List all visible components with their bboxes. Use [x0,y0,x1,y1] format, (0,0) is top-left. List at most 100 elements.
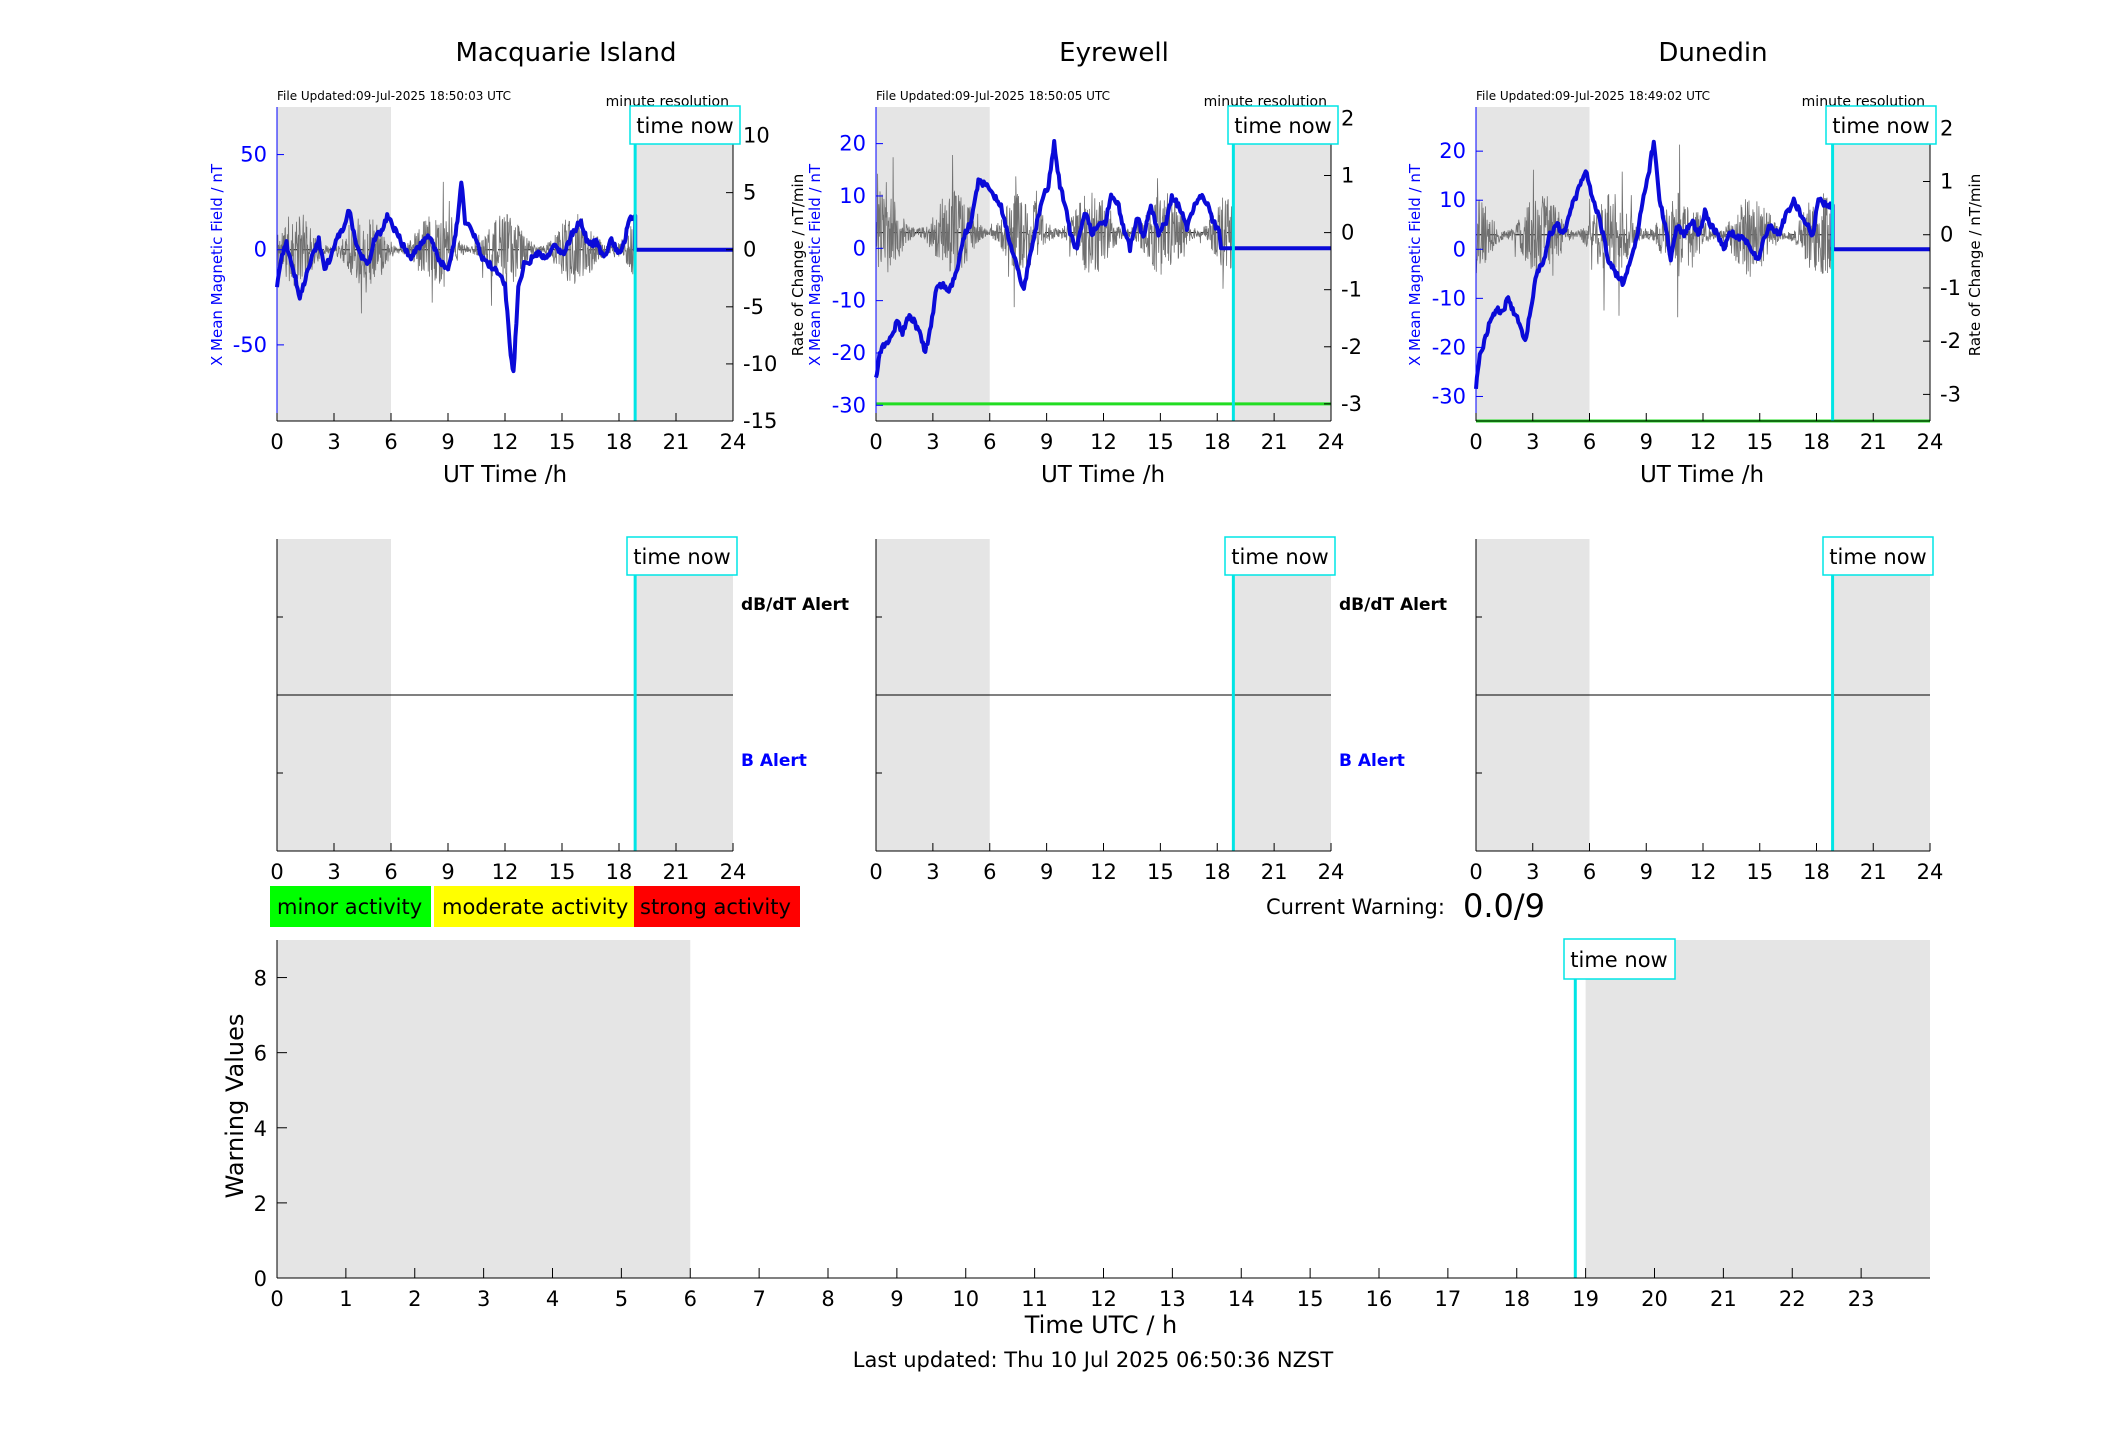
x-tick-label: 6 [1583,430,1596,454]
right-tick-label: -5 [743,295,764,319]
y-axis-label-right: Rate of Change / nT/min [789,174,807,356]
y-tick-label: 4 [254,1117,267,1141]
right-tick-label: 1 [1940,170,1953,194]
activity-legend: minor activity moderate activity strong … [270,886,800,927]
x-tick-label: 21 [1860,860,1887,884]
current-warning-value: 0.0/9 [1463,887,1545,925]
time-now-marker: time now [629,105,741,145]
x-tick-label: 22 [1779,1287,1806,1311]
x-tick-label: 15 [1746,430,1773,454]
x-tick-label: 9 [890,1287,903,1311]
x-tick-label: 12 [1690,860,1717,884]
y-axis-label-left: X Mean Magnetic Field / nT [806,163,824,366]
x-tick-label: 15 [1147,860,1174,884]
time-now-label: time now [636,114,733,138]
station-panel-dunedin: Dunedin File Updated:09-Jul-2025 18:49:0… [1406,38,1984,488]
right-tick-label: 2 [1940,116,1953,140]
left-tick-label: -20 [832,341,866,365]
x-tick-label: 20 [1641,1287,1668,1311]
legend-minor-label: minor activity [277,895,422,919]
rate-of-change-series [875,154,1234,308]
legend-minor: minor activity [270,886,431,927]
file-updated-label: File Updated:09-Jul-2025 18:50:03 UTC [277,89,511,103]
left-tick-label: 20 [839,132,866,156]
right-tick-label: -3 [1341,392,1362,416]
right-tick-label: -2 [1341,335,1362,359]
x-tick-label: 6 [983,860,996,884]
dbdt-alert-label: dB/dT Alert [1339,595,1447,615]
x-tick-label: 18 [1803,860,1830,884]
x-tick-label: 24 [1318,860,1345,884]
y-tick-label: 8 [254,967,267,991]
time-now-label: time now [1231,545,1328,569]
time-now-label: time now [1570,948,1667,972]
x-tick-label: 0 [869,860,882,884]
station-title: Dunedin [1658,38,1767,68]
x-tick-label: 12 [1690,430,1717,454]
x-tick-label: 18 [1204,860,1231,884]
warning-y-axis-label: Warning Values [221,1014,249,1199]
x-tick-label: 9 [441,430,454,454]
station-panel-macquarie: Macquarie Island File Updated:09-Jul-202… [208,38,777,488]
left-tick-label: 10 [1439,188,1466,212]
x-tick-label: 6 [983,430,996,454]
x-tick-label: 3 [477,1287,490,1311]
station-title: Macquarie Island [455,38,676,68]
x-tick-label: 0 [1469,860,1482,884]
legend-moderate: moderate activity [434,886,634,927]
x-tick-label: 0 [869,430,882,454]
right-tick-label: -10 [743,352,777,376]
x-tick-label: 8 [821,1287,834,1311]
left-tick-label: -50 [233,333,267,357]
x-tick-label: 0 [270,1287,283,1311]
x-tick-label: 9 [1040,860,1053,884]
x-tick-label: 24 [1917,860,1944,884]
x-tick-label: 24 [1917,430,1944,454]
x-tick-label: 6 [684,1287,697,1311]
x-tick-label: 18 [1204,430,1231,454]
x-tick-label: 12 [492,860,519,884]
left-tick-label: 0 [853,236,866,260]
left-tick-label: 10 [839,184,866,208]
x-tick-label: 15 [1147,430,1174,454]
right-tick-label: 1 [1341,164,1354,188]
x-tick-label: 13 [1159,1287,1186,1311]
b-alert-label: B Alert [1339,751,1405,771]
x-axis-label: UT Time /h [1041,462,1165,488]
current-warning-label: Current Warning: [1266,895,1445,919]
x-tick-label: 16 [1366,1287,1393,1311]
x-tick-label: 21 [1710,1287,1737,1311]
night-shading-late [1832,107,1930,421]
left-tick-label: 0 [254,238,267,262]
x-tick-label: 12 [1090,1287,1117,1311]
right-tick-label: -2 [1940,329,1961,353]
right-tick-label: 0 [1341,221,1354,245]
x-tick-label: 19 [1572,1287,1599,1311]
night-shading-early [277,940,691,1278]
file-updated-label: File Updated:09-Jul-2025 18:50:05 UTC [876,89,1110,103]
legend-strong: strong activity [634,886,800,927]
time-now-marker: time now [1825,105,1937,145]
x-tick-label: 12 [492,430,519,454]
x-tick-label: 5 [615,1287,628,1311]
x-tick-label: 24 [720,860,747,884]
y-tick-label: 2 [254,1192,267,1216]
x-tick-label: 18 [1803,430,1830,454]
left-tick-label: -10 [1432,286,1466,310]
warning-values-chart: 0 1 2 3 4 5 6 7 8 9 10 11 12 13 14 15 16 17 18 19 20 21 22 2302… [221,938,1930,1339]
x-tick-label: 12 [1090,860,1117,884]
x-tick-label: 7 [752,1287,765,1311]
warning-x-axis-label: Time UTC / h [1024,1311,1178,1339]
y-axis-label-right: Rate of Change / nT/min [1966,174,1984,356]
x-tick-label: 3 [926,430,939,454]
right-tick-label: 0 [1940,223,1953,247]
x-tick-label: 3 [327,430,340,454]
x-axis-label: UT Time /h [1640,462,1764,488]
night-shading-early [1476,107,1590,421]
right-tick-label: -3 [1940,382,1961,406]
time-now-label: time now [1234,114,1331,138]
time-now-marker: time now [1227,105,1339,145]
x-tick-label: 21 [663,860,690,884]
alert-panel-macquarie: 0 3 6 9 12 15 18 21 24 dB/dT Alert B Alert time … [270,536,849,884]
x-tick-label: 18 [606,430,633,454]
